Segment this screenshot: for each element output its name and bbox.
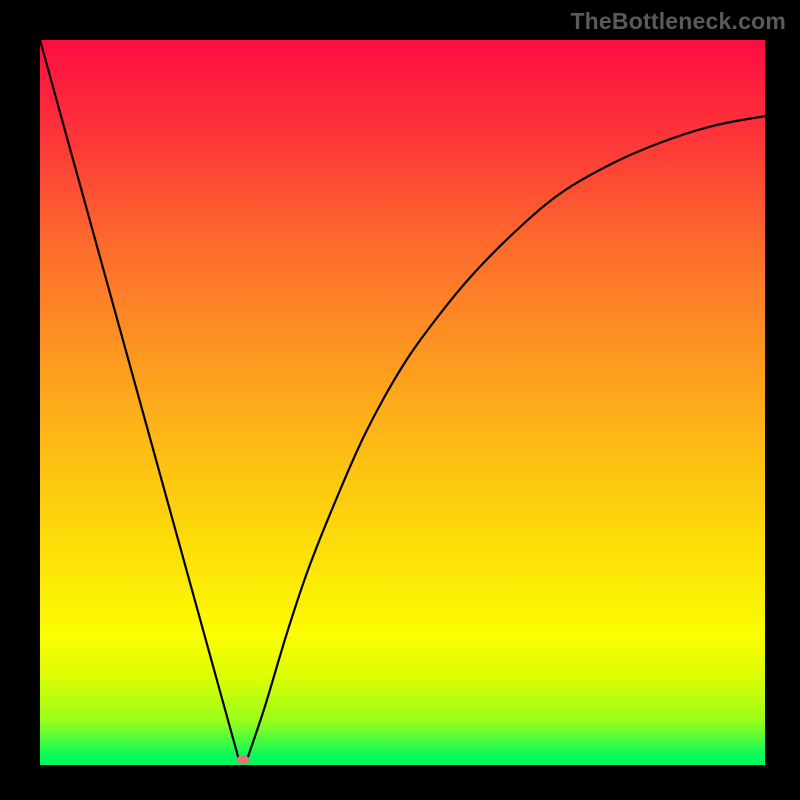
watermark-text: TheBottleneck.com bbox=[570, 8, 786, 35]
bottleneck-chart-svg bbox=[40, 40, 765, 765]
minimum-marker bbox=[237, 756, 249, 764]
chart-background bbox=[40, 40, 765, 765]
chart-frame: TheBottleneck.com bbox=[0, 0, 800, 800]
